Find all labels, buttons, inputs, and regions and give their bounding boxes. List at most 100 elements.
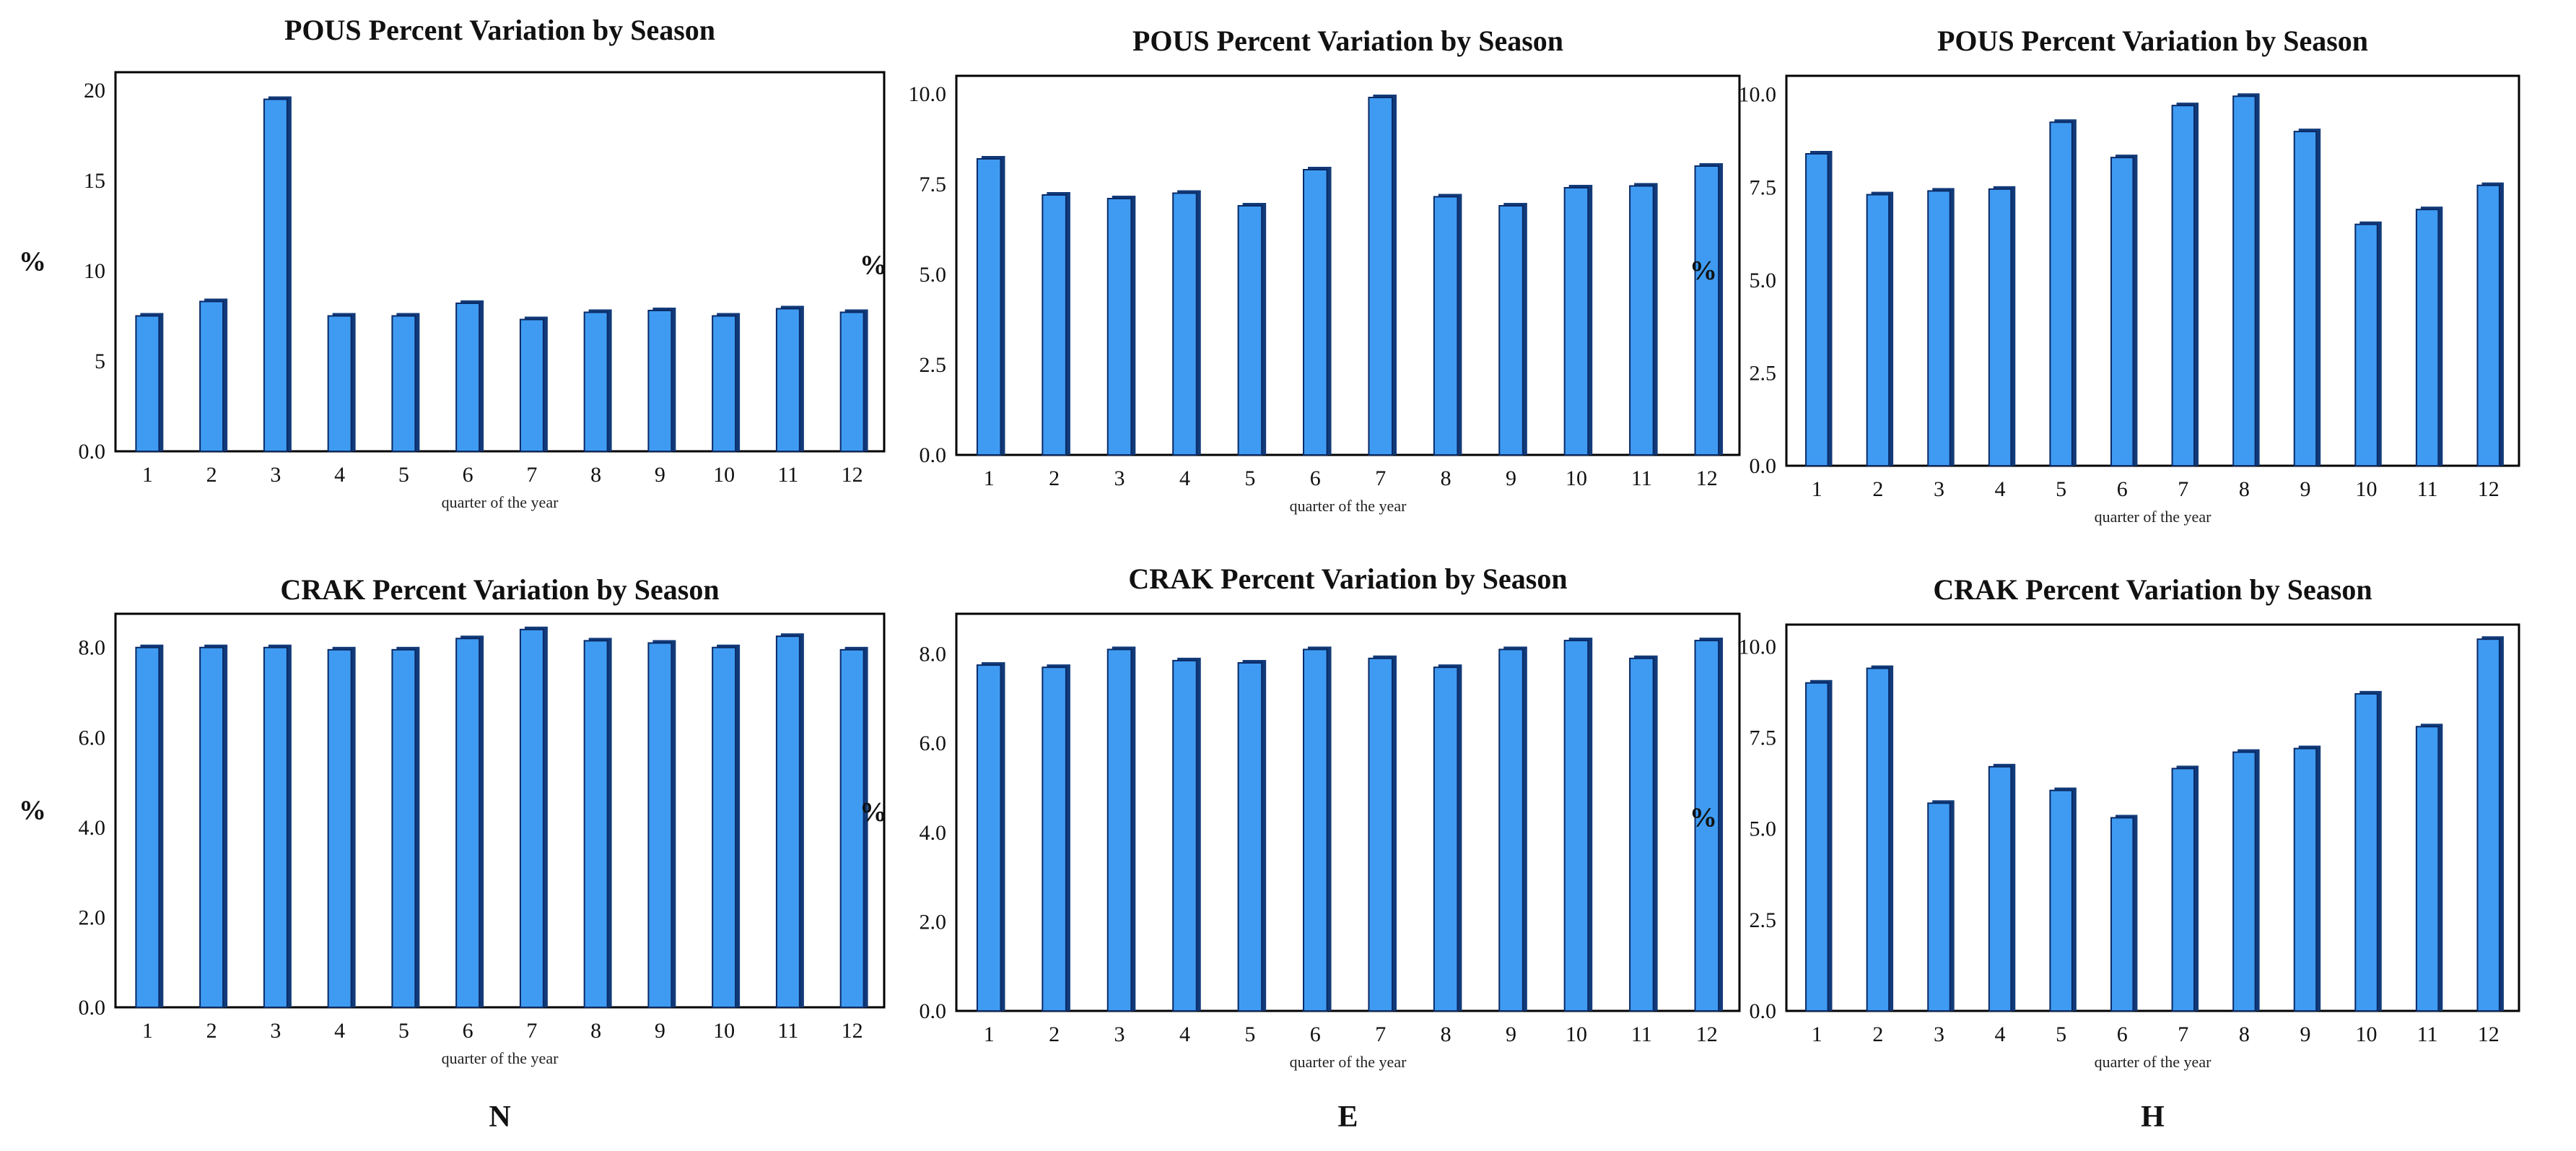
- bar-4: [1988, 763, 2016, 1012]
- bar-face: [839, 311, 865, 452]
- chart-panel-6: CRAK Percent Variation by Season 0.0 2.5 5.…: [1690, 573, 2520, 1134]
- x-axis-label: quarter of the year: [1290, 1053, 1407, 1071]
- x-tick-label: 3: [270, 1019, 281, 1043]
- bar-11: [1629, 183, 1658, 456]
- x-axis-label: quarter of the year: [1290, 497, 1407, 515]
- bar-face: [1805, 153, 1829, 466]
- x-tick-label: 8: [590, 463, 601, 487]
- bar-face: [1563, 640, 1589, 1012]
- bar-12: [839, 646, 868, 1008]
- x-tick-label: 8: [1441, 1022, 1451, 1046]
- chart-title: POUS Percent Variation by Season: [284, 14, 715, 46]
- bar-8: [2232, 749, 2260, 1012]
- x-tick-label: 4: [1995, 477, 2006, 501]
- x-tick-label: 1: [984, 1022, 995, 1046]
- x-tick-label: 8: [2239, 1022, 2250, 1046]
- x-tick-label: 4: [1179, 1022, 1190, 1046]
- bar-face: [199, 300, 224, 452]
- x-tick-label: 6: [1310, 466, 1321, 490]
- x-tick-label: 11: [2417, 1022, 2438, 1046]
- bar-face: [2110, 157, 2134, 466]
- bar-1: [976, 662, 1005, 1012]
- x-tick-label: 11: [1631, 466, 1652, 490]
- x-tick-label: 8: [590, 1019, 601, 1043]
- bar-face: [1433, 666, 1459, 1012]
- bar-face: [2293, 747, 2318, 1012]
- y-tick-label: 0.0: [79, 996, 106, 1020]
- y-tick-label: 0.0: [920, 443, 947, 467]
- y-tick-label: 4.0: [79, 816, 106, 840]
- x-tick-label: 1: [142, 1019, 153, 1043]
- plot-frame: [114, 71, 886, 453]
- bar-11: [1629, 655, 1658, 1012]
- x-tick-label: 7: [526, 463, 537, 487]
- x-tick-label: 9: [2300, 477, 2310, 501]
- y-tick-label: 0.0: [920, 999, 947, 1023]
- panel-label: E: [1337, 1100, 1358, 1134]
- chart-panel-3: POUS Percent Variation by Season 0.0 2.5 5.…: [1690, 25, 2520, 526]
- x-tick-label: 10: [1566, 1022, 1587, 1046]
- y-tick-label: 2.0: [920, 910, 947, 934]
- x-tick-label: 1: [1812, 477, 1822, 501]
- x-tick-label: 2: [206, 463, 217, 487]
- bar-5: [2049, 787, 2077, 1012]
- bar-face: [1498, 648, 1524, 1012]
- bar-face: [2049, 789, 2073, 1012]
- bar-face: [1172, 659, 1197, 1012]
- bar-2: [199, 644, 228, 1008]
- y-axis-label: %: [1690, 256, 1717, 286]
- bar-face: [1629, 657, 1654, 1012]
- bar-3: [1927, 800, 1955, 1012]
- bar-7: [1368, 95, 1397, 456]
- bar-face: [1237, 205, 1263, 456]
- x-tick-label: 6: [463, 463, 473, 487]
- bar-12: [2476, 182, 2504, 466]
- plot-frame: [955, 74, 1741, 456]
- bar-face: [839, 648, 865, 1008]
- bar-face: [1237, 661, 1263, 1012]
- x-tick-label: 3: [1934, 1022, 1944, 1046]
- y-tick-label: 15: [84, 169, 105, 193]
- bar-5: [1237, 659, 1267, 1012]
- bar-face: [2232, 95, 2256, 467]
- bar-face: [1303, 648, 1328, 1012]
- y-tick-label: 0.0: [1750, 999, 1777, 1023]
- x-tick-label: 12: [1696, 1022, 1718, 1046]
- bar-face: [1629, 185, 1654, 456]
- chart-panel-5: CRAK Percent Variation by Season 0.0 2.0 4.…: [860, 563, 1741, 1134]
- plot-frame: [114, 612, 886, 1009]
- bar-face: [135, 646, 160, 1008]
- bar-8: [1433, 194, 1462, 456]
- bar-7: [2171, 103, 2199, 466]
- bar-1: [135, 644, 164, 1008]
- panel-label: N: [489, 1100, 510, 1134]
- bar-face: [2354, 223, 2378, 466]
- bar-face: [775, 635, 800, 1008]
- x-tick-label: 8: [2239, 477, 2250, 501]
- y-tick-label: 10.0: [909, 82, 947, 106]
- bar-6: [1303, 167, 1332, 456]
- bar-face: [1368, 657, 1393, 1012]
- bar-face: [1927, 802, 1951, 1012]
- bar-11: [2415, 207, 2443, 466]
- x-tick-label: 11: [1631, 1022, 1652, 1046]
- x-tick-label: 1: [984, 466, 995, 490]
- bar-8: [583, 638, 612, 1008]
- y-tick-label: 5.0: [920, 263, 947, 287]
- bar-2: [1866, 191, 1894, 466]
- y-tick-label: 0.0: [79, 440, 106, 464]
- chart-panel-2: POUS Percent Variation by Season 0.0 2.5 5.…: [860, 25, 1741, 515]
- bar-face: [1172, 192, 1197, 456]
- bar-face: [1368, 97, 1393, 456]
- bar-face: [775, 308, 800, 452]
- bar-face: [455, 638, 481, 1008]
- x-tick-label: 3: [270, 463, 281, 487]
- bar-face: [1303, 169, 1328, 456]
- y-tick-label: 4.0: [920, 821, 947, 845]
- bar-face: [647, 310, 673, 452]
- y-tick-label: 8.0: [79, 636, 106, 660]
- bar-face: [2293, 131, 2318, 466]
- bar-face: [1694, 640, 1720, 1012]
- bar-face: [2354, 692, 2378, 1012]
- y-tick-label: 10: [84, 259, 105, 283]
